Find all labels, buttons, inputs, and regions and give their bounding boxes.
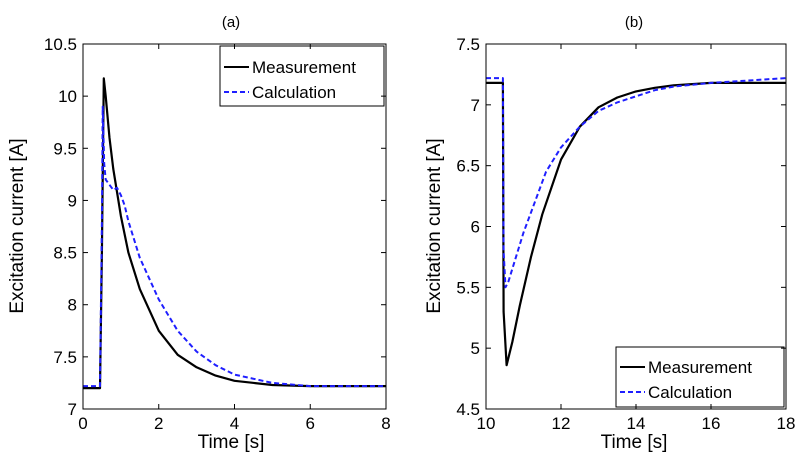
panel-b-x-tick-label: 12 xyxy=(552,414,571,433)
panel-a-legend-measurement-label: Measurement xyxy=(252,58,356,77)
panel-b-x-tick-label: 16 xyxy=(702,414,721,433)
panel-b-y-tick-label: 5 xyxy=(471,339,480,358)
panel-b-series-calculation-line xyxy=(486,77,787,289)
panel-a-y-tick-label: 10 xyxy=(58,87,77,106)
panel-a-legend-box xyxy=(219,45,385,107)
panel-b-y-axis-label: Excitation current [A] xyxy=(424,138,445,313)
panel-a-y-tick-label: 8.5 xyxy=(53,244,77,263)
panel-a-plot-area xyxy=(83,77,386,390)
panel-a-x-tick-label: 0 xyxy=(78,414,87,433)
panel-b-legend-box xyxy=(615,346,785,408)
panel-b-x-tick-label: 18 xyxy=(777,414,796,433)
panel-a-y-tick-label: 9.5 xyxy=(53,139,77,158)
panel-b-legend-measurement-label: Measurement xyxy=(648,358,752,377)
panel-b-x-tick-label: 10 xyxy=(477,414,496,433)
panel-a-series-measurement-line xyxy=(83,77,386,390)
panel-a-x-axis-label: Time [s] xyxy=(198,432,265,453)
panel-b-x-axis-label: Time [s] xyxy=(601,432,668,453)
panel-b-y-tick-label: 7.5 xyxy=(456,35,480,54)
panel-a-y-tick-label: 7 xyxy=(68,400,77,419)
panel-b-y-tick-label: 6 xyxy=(471,218,480,237)
panel-b-y-tick-label: 5.5 xyxy=(456,278,480,297)
panel-a-series-calculation-line xyxy=(83,105,386,388)
panel-a-y-tick-label: 10.5 xyxy=(44,35,77,54)
panel-b-legend: Measurement Calculation xyxy=(615,346,785,408)
panel-b-y-tick-label: 7 xyxy=(471,96,480,115)
panel-b-plot-area xyxy=(486,77,787,367)
panel-a-x-tick-label: 4 xyxy=(230,414,239,433)
panel-b-label: (b) xyxy=(625,14,643,31)
panel-a-legend-calculation-label: Calculation xyxy=(252,83,336,102)
chart-panel-b: (b) Time [s] Excitation current [A] Meas… xyxy=(424,14,795,453)
panel-b-x-tick-label: 14 xyxy=(627,414,646,433)
panel-a-x-tick-label: 8 xyxy=(381,414,390,433)
panel-a-x-tick-label: 2 xyxy=(154,414,163,433)
panel-a-y-tick-label: 7.5 xyxy=(53,348,77,367)
panel-b-y-tick-label: 4.5 xyxy=(456,400,480,419)
panel-a-y-tick-label: 8 xyxy=(68,296,77,315)
panel-a-y-tick-label: 9 xyxy=(68,191,77,210)
panel-b-y-tick-label: 6.5 xyxy=(456,157,480,176)
panel-a-legend: Measurement Calculation xyxy=(219,45,385,107)
panel-b-legend-calculation-label: Calculation xyxy=(648,383,732,402)
panel-a-x-tick-label: 6 xyxy=(306,414,315,433)
panel-a-y-axis-label: Excitation current [A] xyxy=(7,138,28,313)
panel-a-label: (a) xyxy=(222,14,240,31)
chart-panel-a: (a) Time [s] Excitation current [A] Meas… xyxy=(7,14,391,453)
